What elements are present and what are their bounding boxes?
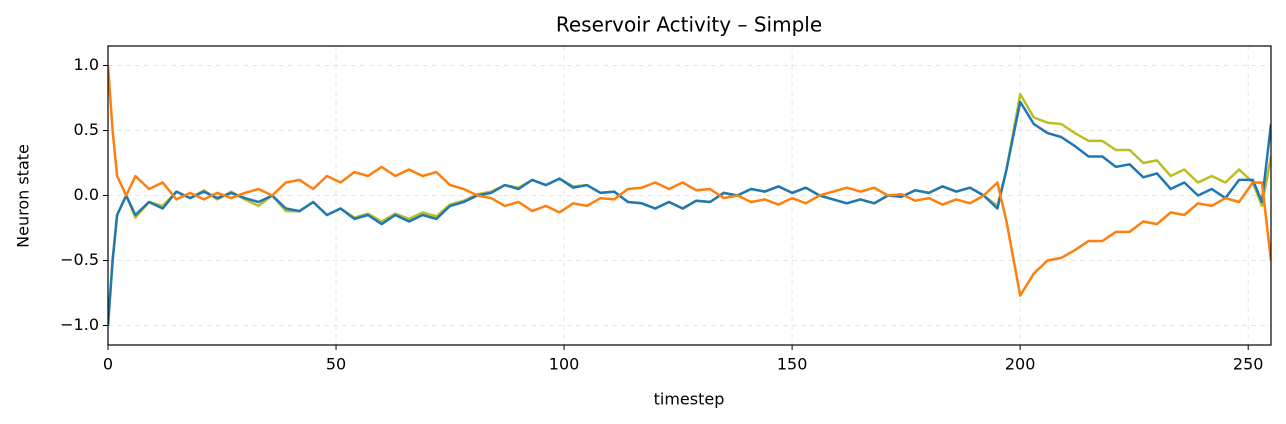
plot-frame xyxy=(107,45,1272,346)
series-line xyxy=(108,100,1271,326)
x-axis-label: timestep xyxy=(654,390,725,409)
y-axis-label: Neuron state xyxy=(14,144,33,248)
y-tick-label: 0.5 xyxy=(74,120,99,139)
y-tick-label: −1.0 xyxy=(60,315,99,334)
x-tick-label: 0 xyxy=(103,355,113,374)
y-tick-label: 0.0 xyxy=(74,185,99,204)
series-line xyxy=(108,92,1271,326)
y-tick-label: 1.0 xyxy=(74,55,99,74)
x-tick-label: 50 xyxy=(326,355,346,374)
x-tick-label: 150 xyxy=(777,355,808,374)
x-tick-label: 100 xyxy=(549,355,580,374)
chart-title: Reservoir Activity – Simple xyxy=(556,13,822,37)
y-tick-label: −0.5 xyxy=(60,250,99,269)
series-line xyxy=(108,65,1271,297)
x-tick-label: 250 xyxy=(1233,355,1264,374)
x-tick-label: 200 xyxy=(1005,355,1036,374)
